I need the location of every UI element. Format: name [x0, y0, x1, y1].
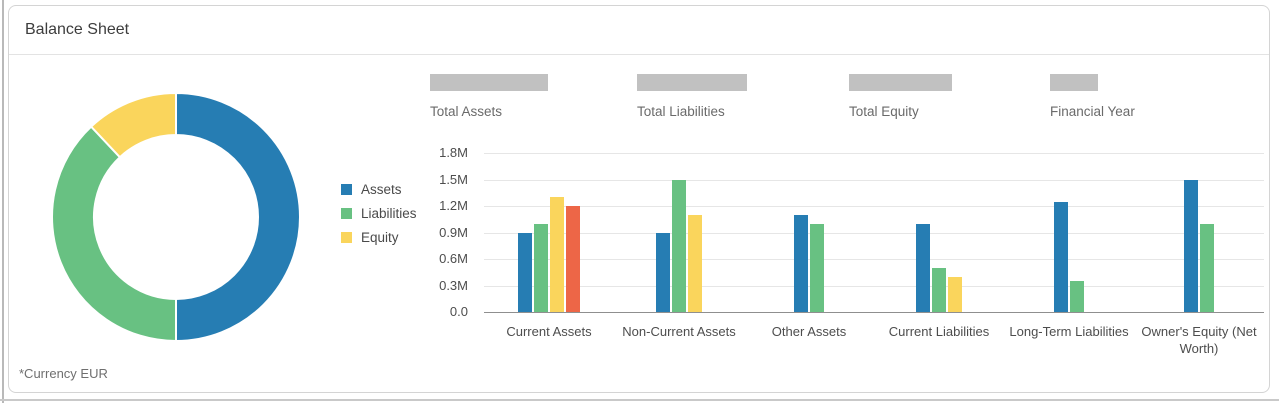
chart-bar-assets-other-assets[interactable] [794, 214, 808, 312]
chart-bar-equity-current-assets[interactable] [550, 197, 564, 312]
kpi-value-placeholder [430, 74, 548, 91]
y-tick-label: 1.2M [439, 198, 468, 213]
currency-footnote: *Currency EUR [19, 366, 108, 381]
x-category-label: Long-Term Liabilities [1009, 324, 1129, 339]
kpi-total-liabilities: Total Liabilities [637, 74, 747, 119]
x-axis-line [484, 312, 1264, 313]
x-category-label: Non-Current Assets [622, 324, 736, 339]
x-category-label: Owner's Equity (Net Worth) [1141, 324, 1257, 356]
bar-group-non-current-assets [656, 153, 702, 312]
bar-group-current-liabilities [916, 153, 962, 312]
chart-bar-liabilities-owner-s-equity-net-worth[interactable] [1200, 223, 1214, 312]
x-category-label: Current Assets [506, 324, 592, 339]
legend-label: Liabilities [361, 206, 417, 221]
bar-group-other-assets [794, 153, 824, 312]
page-title: Balance Sheet [25, 21, 130, 38]
x-category-label: Current Liabilities [888, 324, 990, 339]
kpi-value-placeholder [1050, 74, 1098, 91]
gridline [484, 232, 1264, 234]
chart-bar-liabilities-non-current-assets[interactable] [672, 179, 686, 312]
kpi-total-assets: Total Assets [430, 74, 548, 119]
y-tick-label: 0.3M [439, 277, 468, 293]
kpi-label: Total Assets [430, 104, 503, 119]
chart-bar-liabilities-long-term-liabilities[interactable] [1070, 281, 1084, 312]
legend-item-liabilities[interactable]: Liabilities [341, 206, 417, 221]
legend-swatch-equity-icon [341, 232, 352, 243]
left-edge-divider [2, 0, 4, 403]
y-tick-label: 0.9M [439, 224, 468, 240]
legend-swatch-liabilities-icon [341, 208, 352, 219]
y-tick-label: 0.6M [439, 251, 468, 266]
kpi-value-placeholder [637, 74, 747, 91]
donut-slice-liabilities[interactable] [51, 125, 177, 342]
legend-item-assets[interactable]: Assets [341, 182, 417, 197]
chart-bar-assets-current-assets[interactable] [518, 232, 532, 312]
legend-label: Equity [361, 230, 399, 245]
chart-legend: Assets Liabilities Equity [341, 182, 417, 255]
kpi-value-placeholder [849, 74, 952, 91]
bar-group-current-assets [518, 153, 580, 312]
chart-bar-assets-current-liabilities[interactable] [916, 223, 930, 312]
donut-slice-assets[interactable] [175, 92, 301, 342]
bar-group-long-term-liabilities [1054, 153, 1084, 312]
gridline [484, 259, 1264, 260]
y-tick-label: 1.5M [439, 171, 468, 187]
donut-chart [51, 92, 301, 342]
gridline [484, 285, 1264, 287]
chart-bar-assets-owner-s-equity-net-worth[interactable] [1184, 179, 1198, 312]
legend-item-equity[interactable]: Equity [341, 230, 417, 245]
bottom-divider [0, 399, 1279, 401]
y-tick-label: 0.0 [449, 304, 468, 319]
chart-bar-assets-long-term-liabilities[interactable] [1054, 201, 1068, 312]
kpi-label: Financial Year [1050, 104, 1135, 119]
card-header: Balance Sheet [9, 6, 1269, 55]
donut-slice-equity[interactable] [90, 92, 177, 159]
x-category-label: Other Assets [771, 324, 847, 339]
chart-bar-liabilities-current-liabilities[interactable] [932, 267, 946, 312]
gridline [484, 206, 1264, 207]
gridline [484, 153, 1264, 154]
chart-bar-equity-current-liabilities[interactable] [948, 276, 962, 312]
kpi-label: Total Liabilities [637, 104, 725, 119]
kpi-total-equity: Total Equity [849, 74, 952, 119]
gridline [484, 179, 1264, 181]
kpi-label: Total Equity [849, 104, 919, 119]
chart-bar-assets-non-current-assets[interactable] [656, 232, 670, 312]
chart-bar-liabilities-other-assets[interactable] [810, 223, 824, 312]
kpi-financial-year: Financial Year [1050, 74, 1135, 119]
chart-bar-liabilities-current-assets[interactable] [534, 223, 548, 312]
legend-swatch-assets-icon [341, 184, 352, 195]
y-tick-label: 1.8M [439, 145, 468, 160]
chart-bar-equity-non-current-assets[interactable] [688, 214, 702, 312]
bar-group-owner-s-equity-net-worth [1184, 153, 1214, 312]
chart-bar-series-4-current-assets[interactable] [566, 206, 580, 312]
legend-label: Assets [361, 182, 402, 197]
